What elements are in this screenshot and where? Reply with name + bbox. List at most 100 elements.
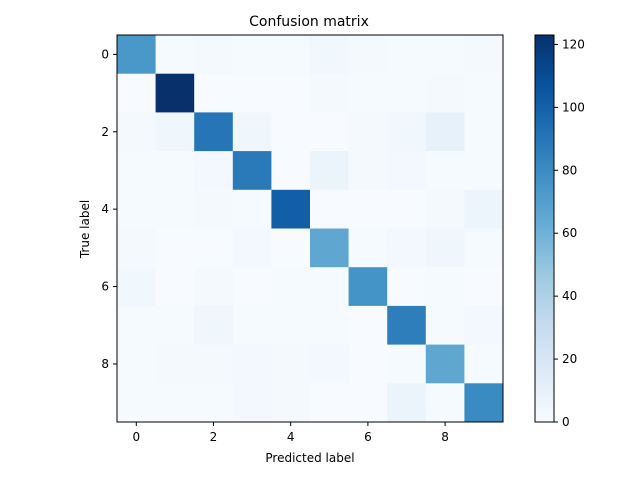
heatmap-cell [425, 73, 465, 113]
heatmap-cell [155, 267, 195, 307]
heatmap-cell [271, 189, 311, 229]
heatmap-cell [194, 267, 234, 307]
heatmap-cell [425, 35, 465, 75]
heatmap-cell [117, 383, 156, 423]
heatmap-cell [117, 73, 156, 113]
colorbar-tick-label: 0 [562, 415, 570, 429]
heatmap-cell [464, 305, 504, 345]
heatmap-cell [464, 73, 504, 113]
heatmap-cell [232, 73, 272, 113]
heatmap-cell [387, 151, 427, 191]
heatmap-cell [232, 112, 272, 152]
heatmap-cell [194, 383, 234, 423]
heatmap-cell [232, 189, 272, 229]
heatmap-cell [194, 112, 234, 152]
heatmap-cell [425, 112, 465, 152]
y-tick-label: 2 [101, 125, 109, 139]
heatmap-cell [348, 305, 388, 345]
heatmap-cell [117, 344, 156, 384]
heatmap-cell [348, 73, 388, 113]
colorbar-ticks: 0 20 40 60 80 100 120 [554, 37, 585, 429]
heatmap-cell [194, 35, 234, 75]
heatmap-cell [425, 228, 465, 268]
heatmap-cell [310, 344, 349, 384]
heatmap-cell [310, 151, 349, 191]
heatmap-cell [271, 112, 311, 152]
heatmap-cell [155, 383, 195, 423]
heatmap-cell [117, 228, 156, 268]
heatmap-cell [232, 305, 272, 345]
heatmap-cell [232, 151, 272, 191]
heatmap-cell [387, 35, 427, 75]
heatmap-cell [348, 189, 388, 229]
heatmap-cell [310, 189, 349, 229]
colorbar-tick-label: 100 [562, 100, 585, 114]
heatmap-cell [117, 189, 156, 229]
heatmap-cell [271, 228, 311, 268]
heatmap-cell [348, 228, 388, 268]
x-tick-label: 4 [287, 430, 295, 444]
heatmap-cell [271, 73, 311, 113]
heatmap-cell [464, 189, 504, 229]
heatmap-cell [194, 189, 234, 229]
heatmap-cell [155, 305, 195, 345]
heatmap-cell [464, 151, 504, 191]
heatmap-cells [117, 35, 504, 423]
heatmap-cell [194, 228, 234, 268]
heatmap-cell [271, 35, 311, 75]
heatmap-cell [387, 267, 427, 307]
heatmap-cell [387, 344, 427, 384]
y-tick-label: 0 [101, 47, 109, 61]
heatmap-cell [425, 344, 465, 384]
heatmap-cell [348, 383, 388, 423]
colorbar-tick-label: 120 [562, 37, 585, 51]
heatmap-cell [348, 267, 388, 307]
heatmap-cell [155, 344, 195, 384]
colorbar-tick-label: 40 [562, 289, 577, 303]
heatmap-cell [425, 383, 465, 423]
heatmap-cell [464, 267, 504, 307]
heatmap-cell [387, 383, 427, 423]
heatmap-cell [387, 305, 427, 345]
heatmap-cell [155, 189, 195, 229]
heatmap-cell [387, 112, 427, 152]
heatmap-cell [155, 73, 195, 113]
heatmap-cell [425, 267, 465, 307]
colorbar-tick-label: 20 [562, 352, 577, 366]
colorbar-tick-label: 80 [562, 163, 577, 177]
heatmap-cell [232, 383, 272, 423]
plot-frame [116, 34, 504, 423]
heatmap-cell [271, 267, 311, 307]
heatmap-cell [232, 35, 272, 75]
heatmap-cell [155, 228, 195, 268]
heatmap-cell [194, 305, 234, 345]
x-axis-label: Predicted label [265, 451, 354, 465]
heatmap-cell [310, 73, 349, 113]
heatmap-cell [348, 344, 388, 384]
heatmap-cell [194, 151, 234, 191]
heatmap-cell [464, 35, 504, 75]
heatmap-cell [464, 228, 504, 268]
colorbar [534, 34, 555, 423]
heatmap-cell [348, 151, 388, 191]
heatmap-cell [155, 35, 195, 75]
heatmap-cell [155, 151, 195, 191]
heatmap-cell [348, 112, 388, 152]
heatmap-cell [232, 228, 272, 268]
heatmap-cell [425, 151, 465, 191]
heatmap-cell [117, 305, 156, 345]
heatmap-cell [310, 112, 349, 152]
heatmap-cell [271, 305, 311, 345]
heatmap-cell [117, 112, 156, 152]
x-tick-label: 6 [364, 430, 372, 444]
heatmap-cell [271, 383, 311, 423]
heatmap-cell [425, 189, 465, 229]
heatmap-cell [194, 73, 234, 113]
heatmap-cell [117, 151, 156, 191]
heatmap-cell [464, 344, 504, 384]
heatmap-cell [464, 383, 504, 423]
x-tick-label: 8 [441, 430, 449, 444]
heatmap-cell [271, 151, 311, 191]
y-axis-ticks: 0 2 4 6 8 [101, 47, 117, 371]
